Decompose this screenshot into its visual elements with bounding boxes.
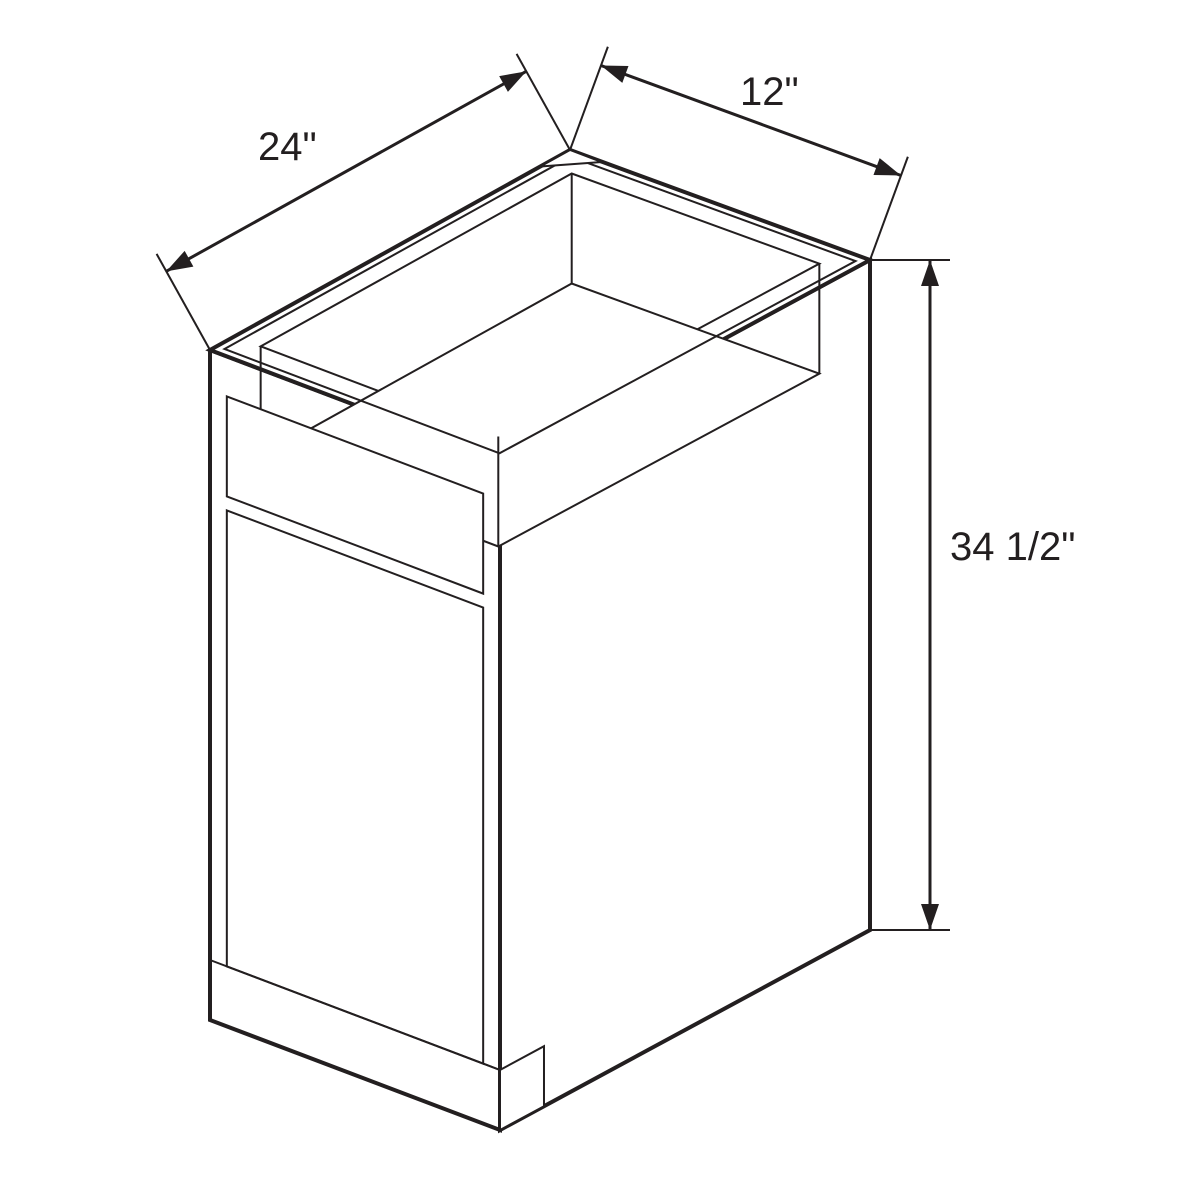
dimension-height-label: 34 1/2" — [950, 525, 1075, 569]
dimension-width-label: 12" — [740, 70, 799, 114]
dimension-depth-label: 24" — [258, 125, 317, 169]
cabinet-diagram: 24" 12" 34 1/2" — [0, 0, 1200, 1200]
